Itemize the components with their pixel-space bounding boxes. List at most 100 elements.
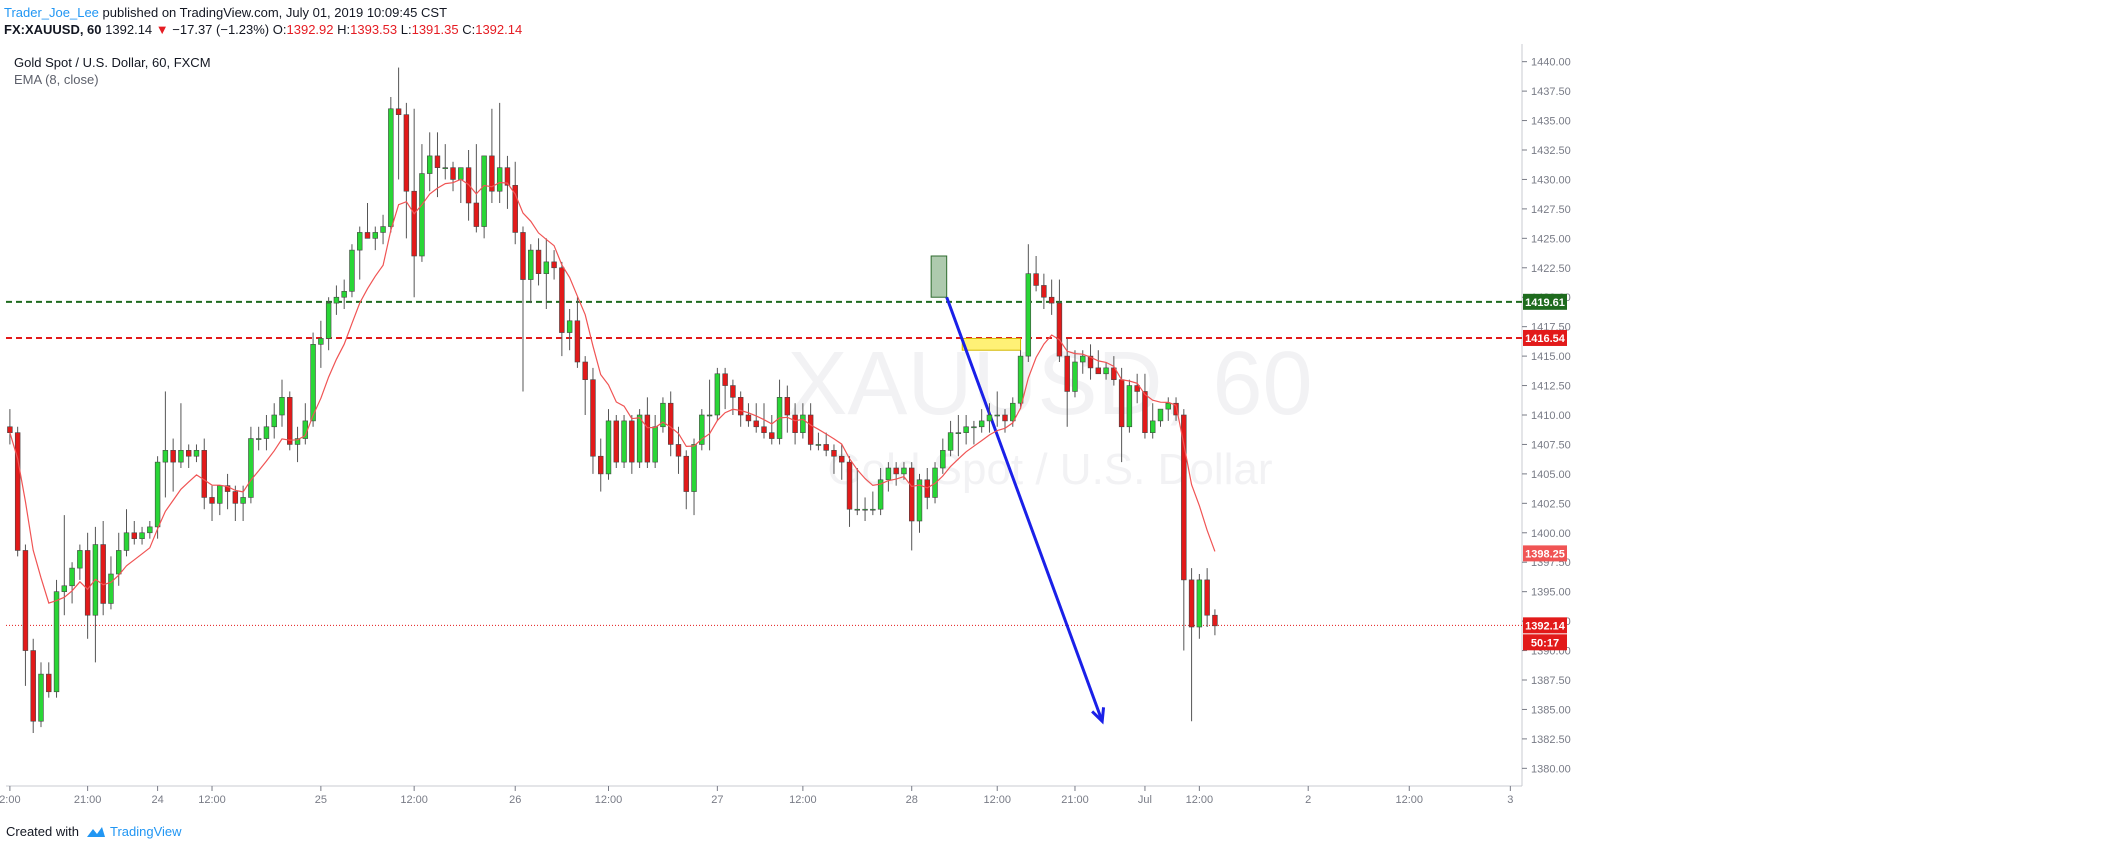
publish-header: Trader_Joe_Lee published on TradingView.… [4,4,522,38]
candle-body [667,402,674,445]
candle-body [955,432,962,434]
candle-body [22,550,29,651]
blue-arrow-line [945,296,1104,722]
candle-body [263,426,270,439]
candle-body [574,320,581,363]
created-with: Created with [6,824,79,839]
candle-body [629,420,635,463]
candle-body [364,232,371,239]
candle-body [77,550,83,569]
candle-body [745,414,752,422]
candle-body [442,167,448,169]
close-value: 1392.14 [475,22,523,37]
candle-body [1157,408,1164,422]
candle-body [1204,579,1210,616]
candle-body [481,155,487,227]
candle-body [1056,302,1063,357]
candle-body [496,167,503,192]
arrow-head-icon [1091,707,1106,725]
candle-body [971,426,977,429]
candle-body [807,414,814,445]
last-price-label-bg [1523,617,1567,634]
candle-body [419,173,425,257]
candle-body [349,249,355,292]
candle-body [489,155,495,192]
candle-body [116,550,122,575]
candle-body [792,414,798,433]
annotations [930,255,1106,725]
candle-body [504,167,511,186]
open-value: 1392.92 [286,22,334,37]
ema-line [9,178,1216,604]
change-text: −17.37 (−1.23%) [172,22,270,37]
candle-body [154,461,161,528]
candle-body [1002,414,1008,422]
candle-body [1041,285,1047,298]
candle-body [854,508,861,511]
candle-body [528,249,534,280]
candle-body [901,467,907,475]
x-tick-label: 12:00 [1396,794,1424,806]
y-tick-label: 1387.50 [1531,675,1571,687]
candle-body [862,508,868,511]
y-tick-label: 1400.00 [1531,528,1571,540]
candle-body [178,450,184,463]
candle-body [753,420,759,428]
candle-body [333,296,340,304]
candle-body [380,226,386,233]
candle-body [1142,391,1148,433]
candle-body [1188,579,1195,628]
candle-body [224,485,231,492]
last-price-text: 1392.14 [105,22,153,37]
x-tick-label: 12:00 [198,794,226,806]
x-tick-label: 21:00 [74,794,102,806]
ema-polyline [9,178,1216,604]
candle-body [660,402,666,428]
level-lines [6,300,1522,626]
x-tick-label: 24 [151,794,163,806]
candle-body [621,420,627,463]
candle-body [341,291,347,298]
x-tick-label: 12:00 [983,794,1011,806]
candle-body [255,438,262,440]
chart-legend: Gold Spot / U.S. Dollar, 60, FXCM EMA (8… [14,54,211,88]
candle-body [388,108,394,227]
brand-name: TradingView [109,824,182,839]
candle-body [691,444,697,492]
y-tick-label: 1427.50 [1531,204,1571,216]
candle-body [1103,367,1109,375]
candle-body [652,426,658,463]
y-tick-label: 1405.00 [1531,469,1571,481]
candle-body [357,232,363,251]
low-value: 1391.35 [411,22,459,37]
x-tick-label: 25 [315,794,327,806]
author-link[interactable]: Trader_Joe_Lee [4,5,99,20]
x-tick-label: 2 [1305,794,1311,806]
candle-body [240,497,246,504]
candle-body [839,455,845,463]
candle-body [14,432,21,551]
candle-body [730,385,736,398]
candle-body [426,155,433,174]
candle-body [232,491,239,504]
candle-body [916,479,923,522]
y-tick-label: 1395.00 [1531,587,1571,599]
published-info: published on TradingView.com, July 01, 2… [102,5,448,20]
watermark: XAUUSD, 60 Gold Spot / U.S. Dollar [787,334,1312,494]
candle-body [411,190,417,257]
candle-body [512,185,518,233]
price-chart[interactable]: XAUUSD, 60 Gold Spot / U.S. Dollar 1380.… [0,44,2101,824]
resistance-label-bg [1523,329,1567,346]
tradingview-link[interactable]: TradingView [85,824,182,839]
candle-body [947,432,954,451]
candle-body [582,361,588,380]
candle-body [683,455,689,492]
candle-body [994,414,1000,417]
candle-body [870,508,876,511]
candle-body [271,414,277,428]
low-label: L: [400,22,412,37]
candle-body [1181,414,1187,581]
candle-body [287,397,293,445]
candle-body [1165,402,1171,410]
x-tick-label: 28 [906,794,918,806]
